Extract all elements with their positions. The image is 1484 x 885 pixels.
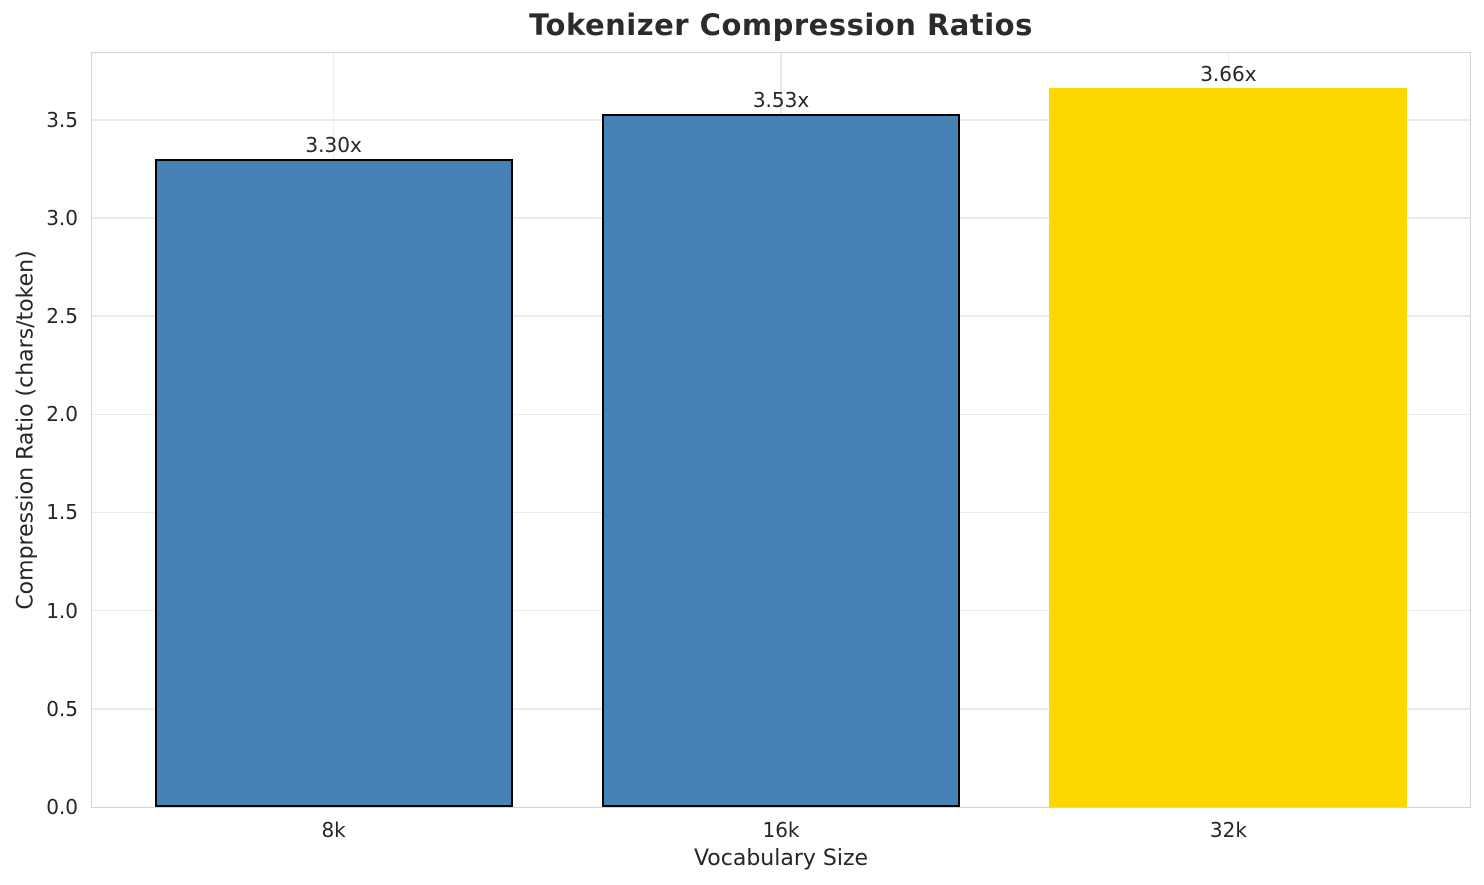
- y-tick-label: 0.0: [46, 795, 78, 819]
- y-axis-tick-labels: 0.0 0.5 1.0 1.5 2.0 2.5 3.0 3.5: [0, 53, 78, 819]
- y-tick-label: 0.5: [46, 696, 78, 721]
- bar-8k: [154, 159, 513, 807]
- x-tick-label: 32k: [1209, 818, 1247, 842]
- y-tick-label: 2.5: [46, 304, 78, 329]
- x-tick-label: 8k: [321, 818, 346, 842]
- plot-area: 3.30x 3.53x 3.66x: [91, 52, 1471, 808]
- y-tick-label: 3.5: [46, 107, 78, 132]
- y-tick-label: 1.5: [46, 500, 78, 525]
- bar-value-label: 3.66x: [1200, 62, 1257, 87]
- x-axis-tick-labels: 8k 16k 32k: [92, 817, 1470, 843]
- x-axis-label: Vocabulary Size: [693, 846, 869, 871]
- y-tick-label: 3.0: [46, 205, 78, 230]
- y-axis-label: Compression Ratio (chars/token): [13, 250, 39, 610]
- bar-value-label: 3.30x: [305, 133, 362, 158]
- bar-16k: [602, 113, 960, 807]
- bar-32k: [1049, 88, 1408, 807]
- chart-title: Tokenizer Compression Ratios: [529, 8, 1033, 42]
- y-tick-label: 1.0: [46, 598, 78, 623]
- bar-value-label: 3.53x: [752, 87, 810, 112]
- x-tick-label: 16k: [762, 818, 800, 842]
- y-tick-label: 2.0: [46, 402, 78, 427]
